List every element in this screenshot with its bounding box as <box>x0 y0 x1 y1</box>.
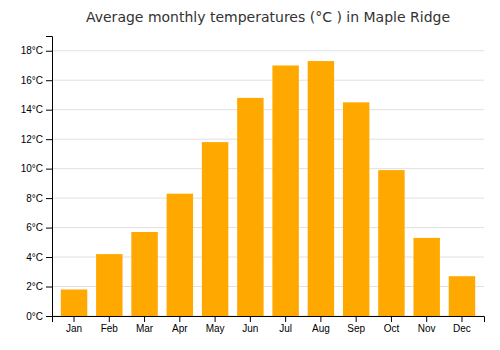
x-tick: Nov <box>418 316 436 334</box>
x-tick-mark <box>391 316 392 322</box>
x-tick: Jun <box>242 316 258 334</box>
x-tick-mark <box>250 316 251 322</box>
y-tick: 12°C <box>21 134 52 145</box>
x-tick-mark <box>320 316 321 322</box>
y-tick-label: 12°C <box>21 134 43 145</box>
y-tick: 6°C <box>26 222 52 233</box>
bar <box>202 142 228 316</box>
grid-line <box>52 139 484 140</box>
y-tick: 10°C <box>21 163 52 174</box>
x-axis: Jan Feb Mar Apr May Jun Jul Aug Sep Oct Nov Dec <box>53 316 485 334</box>
y-axis-line <box>46 37 53 317</box>
x-tick-mark <box>179 316 180 322</box>
title: Average monthly temperatures (°C ) in Ma… <box>86 9 450 25</box>
y-tick-mark <box>46 228 52 229</box>
x-tick: Sep <box>347 316 365 334</box>
grid <box>52 51 484 316</box>
y-tick: 0°C <box>26 311 52 322</box>
y-tick-mark <box>46 80 52 81</box>
y-tick-mark <box>46 110 52 111</box>
x-tick-label: Aug <box>312 323 330 334</box>
bar <box>61 289 87 316</box>
x-tick: Mar <box>136 316 154 334</box>
y-tick-label: 4°C <box>26 252 43 263</box>
bar <box>413 238 439 316</box>
y-tick: 14°C <box>21 104 52 115</box>
bar <box>343 102 369 316</box>
x-tick-mark <box>74 316 75 322</box>
x-tick-mark <box>356 316 357 322</box>
x-tick-label: Jan <box>66 323 82 334</box>
x-tick-mark <box>461 316 462 322</box>
x-tick: Aug <box>312 316 330 334</box>
grid-line <box>52 109 484 110</box>
plot: 0°C 2°C 4°C 6°C 8°C 10°C 12°C 14°C 16°C 18°C Jan Fe… <box>21 37 485 335</box>
bar <box>378 170 404 316</box>
y-tick-label: 18°C <box>21 45 43 56</box>
grid-line <box>52 80 484 81</box>
bars <box>61 61 475 316</box>
y-tick-label: 0°C <box>26 311 43 322</box>
y-tick-mark <box>46 139 52 140</box>
x-tick-label: Feb <box>101 323 119 334</box>
y-tick-mark <box>46 257 52 258</box>
x-tick-label: Oct <box>384 323 400 334</box>
x-tick-mark <box>144 316 145 322</box>
x-axis-line <box>53 317 485 323</box>
grid-line <box>52 50 484 51</box>
x-tick-label: Jun <box>242 323 258 334</box>
x-tick: May <box>206 316 225 334</box>
x-tick-label: Mar <box>136 323 154 334</box>
y-tick: 8°C <box>26 193 52 204</box>
y-tick: 18°C <box>21 45 52 56</box>
x-tick: Feb <box>101 316 119 334</box>
x-tick-label: Apr <box>172 323 188 334</box>
y-tick-label: 6°C <box>26 222 43 233</box>
y-tick-mark <box>46 51 52 52</box>
bar <box>237 98 263 316</box>
y-tick-label: 2°C <box>26 281 43 292</box>
bar <box>449 276 475 316</box>
x-tick-label: Jul <box>279 323 292 334</box>
y-tick-label: 8°C <box>26 193 43 204</box>
grid-line <box>52 198 484 199</box>
y-tick-label: 10°C <box>21 163 43 174</box>
y-tick-mark <box>46 198 52 199</box>
y-tick-mark <box>46 287 52 288</box>
bar <box>131 232 157 316</box>
bar <box>167 194 193 316</box>
x-tick-mark <box>109 316 110 322</box>
x-tick-label: May <box>206 323 225 334</box>
x-tick: Apr <box>172 316 188 334</box>
chart: 0°C 2°C 4°C 6°C 8°C 10°C 12°C 14°C 16°C 18°C Jan Fe… <box>0 0 500 350</box>
x-tick-mark <box>215 316 216 322</box>
x-tick-label: Nov <box>418 323 436 334</box>
x-tick: Jul <box>279 316 292 334</box>
grid-line <box>52 168 484 169</box>
y-tick-label: 14°C <box>21 104 43 115</box>
y-axis: 0°C 2°C 4°C 6°C 8°C 10°C 12°C 14°C 16°C 18°C <box>21 37 53 322</box>
grid-line <box>52 227 484 228</box>
x-tick: Dec <box>453 316 471 334</box>
bar <box>272 65 298 316</box>
y-tick-mark <box>46 169 52 170</box>
y-tick-mark <box>46 316 52 317</box>
x-tick-label: Sep <box>347 323 365 334</box>
y-tick: 2°C <box>26 281 52 292</box>
bar <box>308 61 334 316</box>
x-tick: Oct <box>384 316 400 334</box>
y-tick: 16°C <box>21 75 52 86</box>
x-tick-label: Dec <box>453 323 471 334</box>
y-tick-label: 16°C <box>21 75 43 86</box>
x-tick-mark <box>426 316 427 322</box>
x-tick-mark <box>285 316 286 322</box>
x-tick: Jan <box>66 316 82 334</box>
bar <box>96 254 122 316</box>
y-tick: 4°C <box>26 252 52 263</box>
